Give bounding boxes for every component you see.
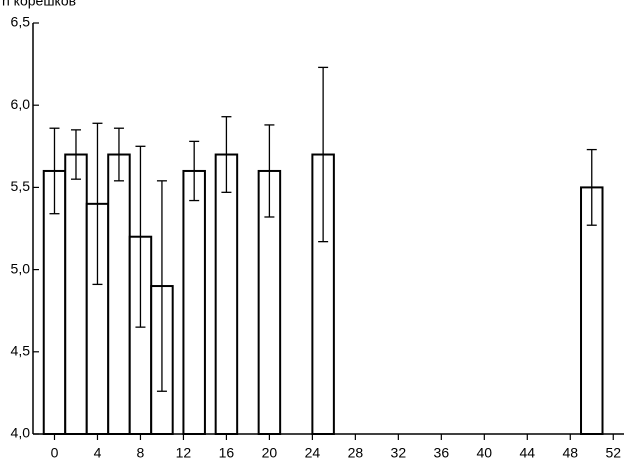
bar [214,153,239,436]
x-tick-label: 52 [605,445,621,461]
error-bar [221,116,232,193]
bar [182,169,206,436]
x-tick-label: 36 [434,445,450,461]
error-bar [318,66,329,243]
error-bar [135,145,146,328]
x-tick-label: 12 [176,445,192,461]
x-tick-label: 24 [305,445,321,461]
x-tick-label: 8 [137,445,145,461]
x-tick-label: 40 [477,445,493,461]
y-axis-label: n корешков [2,0,76,9]
y-tick-label: 4,5 [11,343,31,359]
x-tick-label: 4 [94,445,102,461]
bar [64,153,88,436]
y-tick-label: 5,5 [11,178,31,194]
x-tick-label: 20 [262,445,278,461]
y-tick-label: 6,5 [11,14,31,30]
x-tick-label: 0 [51,445,59,461]
y-tick-label: 5,0 [11,260,31,276]
error-bar [156,180,167,392]
error-bar [92,122,103,286]
x-tick-label: 44 [520,445,536,461]
x-tick-label: 48 [562,445,578,461]
x-tick-label: 16 [219,445,235,461]
error-bar [113,127,124,182]
error-bar [70,129,81,180]
bar [107,153,131,436]
x-tick-label: 28 [348,445,364,461]
y-tick-label: 4,0 [11,425,31,441]
error-bar [264,124,275,218]
error-bar [49,127,60,215]
x-tick-label: 32 [391,445,407,461]
error-bar [586,148,597,226]
y-tick-label: 6,0 [11,96,31,112]
error-bar [189,140,200,202]
